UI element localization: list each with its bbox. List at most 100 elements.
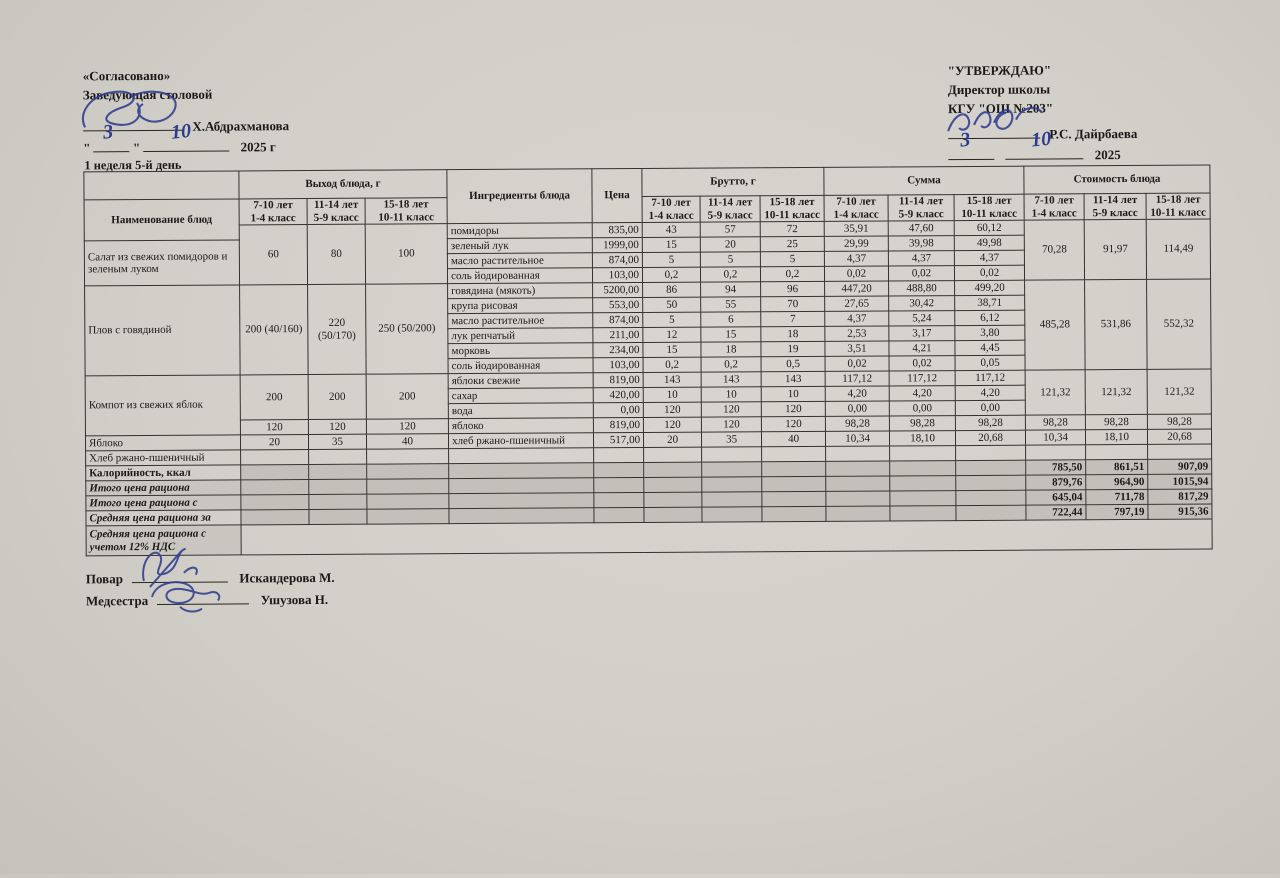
ingredient-cell: помидоры — [447, 223, 592, 239]
value-cell: 10 — [761, 386, 825, 401]
value-cell: 96 — [761, 281, 825, 296]
value-cell: 0,02 — [888, 266, 954, 281]
value-cell: 40 — [762, 431, 826, 446]
handwritten-day: 3 — [103, 124, 115, 142]
value-cell: 5 — [643, 312, 701, 327]
value-cell — [890, 506, 956, 521]
value-cell: 0,2 — [643, 357, 701, 372]
value-cell — [956, 505, 1026, 520]
value-cell: 0,00 — [955, 400, 1025, 415]
value-cell — [241, 495, 309, 510]
value-cell: 785,50 — [1026, 460, 1086, 475]
dish-name-cell: Итого цена рациона с — [86, 495, 241, 511]
value-cell: 907,09 — [1148, 459, 1212, 474]
value-cell: 915,36 — [1148, 504, 1212, 519]
approval-left-block: «Согласовано» Заведующая столовой Х.Абдр… — [83, 66, 290, 158]
date-day-line: 3 — [94, 138, 130, 152]
value-cell — [309, 449, 367, 464]
header-cell: Брутто, г — [642, 167, 824, 196]
value-cell — [367, 449, 449, 465]
value-cell — [644, 447, 702, 462]
header-cell: 15-18 лет 10-11 класс — [954, 194, 1024, 220]
date-day-line: 3 — [948, 146, 994, 160]
value-cell: 18,10 — [889, 431, 955, 446]
approval-right-title: "УТВЕРЖДАЮ" — [948, 61, 1137, 79]
value-cell: 3,80 — [955, 325, 1025, 340]
value-cell — [367, 464, 449, 480]
header-cell: 7-10 лет 1-4 класс — [642, 196, 700, 222]
value-cell: 35,91 — [824, 221, 888, 236]
value-cell: 15 — [701, 327, 761, 342]
value-cell: 143 — [761, 371, 825, 386]
ingredient-cell: масло растительное — [448, 313, 593, 329]
price-cell: 211,00 — [593, 327, 643, 342]
value-cell: 50 — [643, 297, 701, 312]
price-cell: 1999,00 — [592, 237, 642, 252]
value-cell: 121,32 — [1085, 369, 1147, 414]
value-cell — [762, 461, 826, 476]
value-cell — [890, 446, 956, 461]
date-month-line: 10 — [143, 138, 229, 153]
value-cell: 100 — [365, 224, 447, 284]
value-cell: 98,28 — [1025, 415, 1085, 430]
value-cell — [309, 479, 367, 494]
price-cell: 819,00 — [593, 372, 643, 387]
value-cell: 80 — [307, 224, 365, 284]
approval-left-subtitle: Заведующая столовой — [83, 85, 289, 103]
value-cell — [309, 509, 367, 524]
value-cell — [762, 476, 826, 491]
value-cell — [1086, 444, 1148, 459]
value-cell: 15 — [643, 342, 701, 357]
value-cell: 70,28 — [1024, 220, 1084, 280]
signature-line — [83, 117, 183, 132]
value-cell: 18,10 — [1086, 429, 1148, 444]
ingredient-cell: хлеб ржано-пшеничный — [449, 433, 594, 449]
value-cell: 19 — [761, 341, 825, 356]
value-cell: 43 — [642, 222, 700, 237]
value-cell — [956, 475, 1026, 490]
handwritten-month: 10 — [1031, 131, 1052, 150]
value-cell: 0,2 — [760, 266, 824, 281]
dish-name-cell: Средняя цена рациона с учетом 12% НДС — [86, 525, 241, 556]
value-cell: 0,2 — [642, 267, 700, 282]
value-cell — [309, 464, 367, 479]
nurse-signature-line — [157, 590, 249, 605]
value-cell: 6,12 — [955, 310, 1025, 325]
value-cell: 6 — [701, 312, 761, 327]
price-cell: 0,00 — [593, 402, 643, 417]
value-cell — [826, 446, 890, 461]
value-cell: 485,28 — [1025, 280, 1086, 370]
value-cell: 15 — [642, 237, 700, 252]
price-cell: 103,00 — [593, 357, 643, 372]
value-cell — [241, 510, 309, 525]
price-cell: 819,00 — [593, 417, 643, 432]
value-cell: 55 — [701, 297, 761, 312]
price-cell: 234,00 — [593, 342, 643, 357]
value-cell: 72 — [760, 221, 824, 236]
value-cell: 47,60 — [888, 221, 954, 236]
value-cell: 0,02 — [889, 356, 955, 371]
value-cell: 35 — [308, 434, 366, 449]
value-cell: 117,12 — [825, 371, 889, 386]
value-cell: 20,68 — [1148, 429, 1212, 444]
value-cell: 39,98 — [888, 236, 954, 251]
value-cell — [956, 445, 1026, 460]
price-cell: 420,00 — [593, 387, 643, 402]
value-cell: 120 — [308, 419, 366, 434]
value-cell: 98,28 — [889, 416, 955, 431]
value-cell: 499,20 — [955, 280, 1025, 295]
value-cell — [826, 461, 890, 476]
approval-right-year: 2025 — [1095, 147, 1121, 162]
footer-signatures: Повар Искандерова М. Медсестра Ушузова Н… — [86, 568, 335, 614]
quote-mark: " — [133, 140, 140, 155]
value-cell: 0,2 — [701, 357, 761, 372]
value-cell: 0,00 — [825, 401, 889, 416]
value-cell — [1148, 444, 1212, 459]
value-cell: 645,04 — [1026, 490, 1086, 505]
value-cell: 40 — [366, 434, 448, 450]
value-cell: 0,02 — [954, 265, 1024, 280]
value-cell: 20 — [240, 435, 308, 450]
value-cell — [594, 492, 644, 507]
handwritten-month: 10 — [171, 123, 192, 142]
